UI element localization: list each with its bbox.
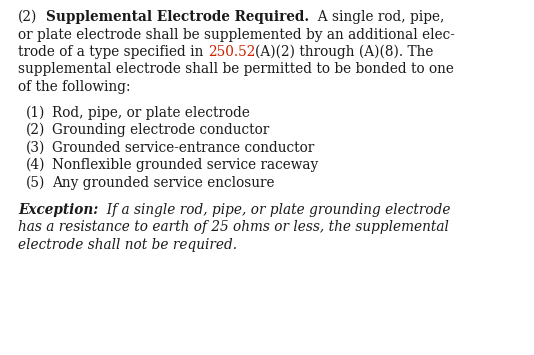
Text: If a single rod, pipe, or plate grounding electrode: If a single rod, pipe, or plate groundin… xyxy=(98,203,451,217)
Text: Supplemental Electrode Required.: Supplemental Electrode Required. xyxy=(46,10,309,24)
Text: trode of a type specified in: trode of a type specified in xyxy=(18,45,208,59)
Text: (1): (1) xyxy=(26,105,45,120)
Text: (A)(2) through (A)(8). The: (A)(2) through (A)(8). The xyxy=(255,45,434,59)
Text: (5): (5) xyxy=(26,175,45,190)
Text: Grounding electrode conductor: Grounding electrode conductor xyxy=(52,123,269,137)
Text: (2): (2) xyxy=(18,10,37,24)
Text: electrode shall not be required.: electrode shall not be required. xyxy=(18,238,237,252)
Text: Any grounded service enclosure: Any grounded service enclosure xyxy=(52,175,274,190)
Text: (3): (3) xyxy=(26,141,45,154)
Text: Exception:: Exception: xyxy=(18,203,98,217)
Text: of the following:: of the following: xyxy=(18,80,130,94)
Text: 250.52: 250.52 xyxy=(208,45,255,59)
Text: (2): (2) xyxy=(26,123,45,137)
Text: (4): (4) xyxy=(26,158,45,172)
Text: or plate electrode shall be supplemented by an additional elec-: or plate electrode shall be supplemented… xyxy=(18,27,455,42)
Text: supplemental electrode shall be permitted to be bonded to one: supplemental electrode shall be permitte… xyxy=(18,62,454,76)
Text: Nonflexible grounded service raceway: Nonflexible grounded service raceway xyxy=(52,158,318,172)
Text: has a resistance to earth of 25 ohms or less, the supplemental: has a resistance to earth of 25 ohms or … xyxy=(18,220,449,235)
Text: A single rod, pipe,: A single rod, pipe, xyxy=(309,10,445,24)
Text: Rod, pipe, or plate electrode: Rod, pipe, or plate electrode xyxy=(52,105,250,120)
Text: Grounded service-entrance conductor: Grounded service-entrance conductor xyxy=(52,141,314,154)
